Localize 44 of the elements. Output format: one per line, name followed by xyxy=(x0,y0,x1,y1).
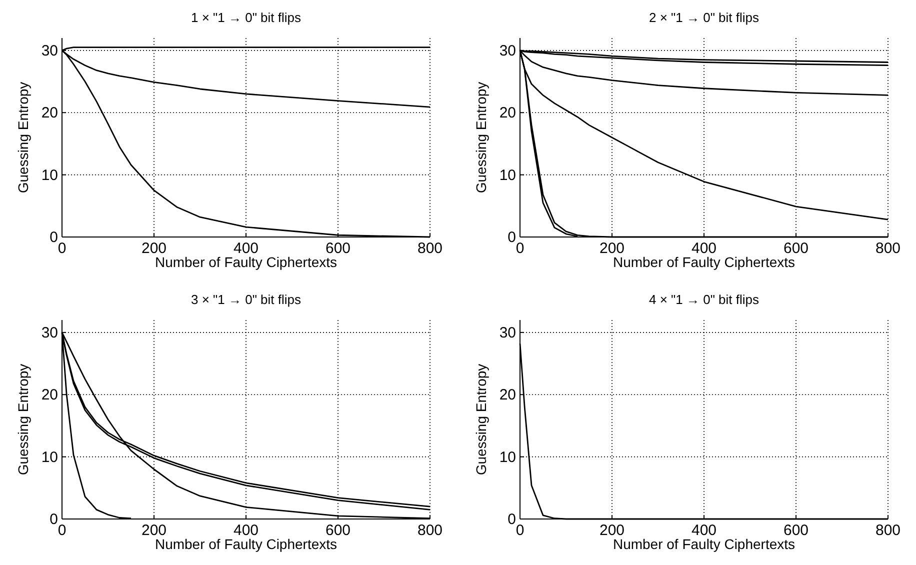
x-tick-label: 600 xyxy=(325,240,351,257)
x-axis-title: Number of Faulty Ciphertexts xyxy=(612,254,796,270)
x-tick-label: 200 xyxy=(599,240,625,257)
x-axis-title: Number of Faulty Ciphertexts xyxy=(612,536,796,552)
x-axis-title: Number of Faulty Ciphertexts xyxy=(154,536,338,552)
x-axis-title: Number of Faulty Ciphertexts xyxy=(154,254,338,270)
x-tick-label: 200 xyxy=(141,240,167,257)
y-tick-label: 30 xyxy=(499,42,516,60)
y-axis-title: Guessing Entropy xyxy=(15,364,31,476)
x-tick-label: 400 xyxy=(233,522,259,539)
y-tick-label: 30 xyxy=(41,42,58,60)
y-tick-label: 0 xyxy=(50,229,58,246)
x-tick-label: 200 xyxy=(141,522,167,539)
x-tick-label: 200 xyxy=(599,522,625,539)
y-tick-label: 0 xyxy=(508,511,516,528)
y-tick-label: 20 xyxy=(41,104,58,122)
x-tick-label: 600 xyxy=(783,522,809,539)
x-tick-label: 800 xyxy=(875,240,901,257)
y-tick-label: 10 xyxy=(499,166,516,184)
x-tick-label: 400 xyxy=(691,522,717,539)
x-tick-label: 400 xyxy=(233,240,259,257)
y-tick-label: 10 xyxy=(499,448,516,466)
y-tick-label: 20 xyxy=(499,104,516,122)
y-tick-label: 0 xyxy=(50,511,58,528)
y-tick-label: 30 xyxy=(499,324,516,342)
x-tick-label: 600 xyxy=(325,522,351,539)
y-tick-label: 20 xyxy=(41,386,58,404)
chart-title: 2 × "1 → 0" bit flips xyxy=(648,10,760,25)
chart-title: 4 × "1 → 0" bit flips xyxy=(648,292,760,307)
y-tick-label: 30 xyxy=(41,324,58,342)
y-axis-title: Guessing Entropy xyxy=(15,82,31,194)
x-tick-label: 800 xyxy=(417,240,443,257)
chart-title: 1 × "1 → 0" bit flips xyxy=(190,10,302,25)
y-tick-label: 0 xyxy=(508,229,516,246)
x-tick-label: 600 xyxy=(783,240,809,257)
y-axis-title: Guessing Entropy xyxy=(473,364,489,476)
x-tick-label: 400 xyxy=(691,240,717,257)
y-tick-label: 10 xyxy=(41,448,58,466)
y-tick-label: 20 xyxy=(499,386,516,404)
chart-title: 3 × "1 → 0" bit flips xyxy=(190,292,302,307)
y-axis-title: Guessing Entropy xyxy=(473,82,489,194)
y-tick-label: 10 xyxy=(41,166,58,184)
x-tick-label: 800 xyxy=(875,522,901,539)
x-tick-label: 800 xyxy=(417,522,443,539)
